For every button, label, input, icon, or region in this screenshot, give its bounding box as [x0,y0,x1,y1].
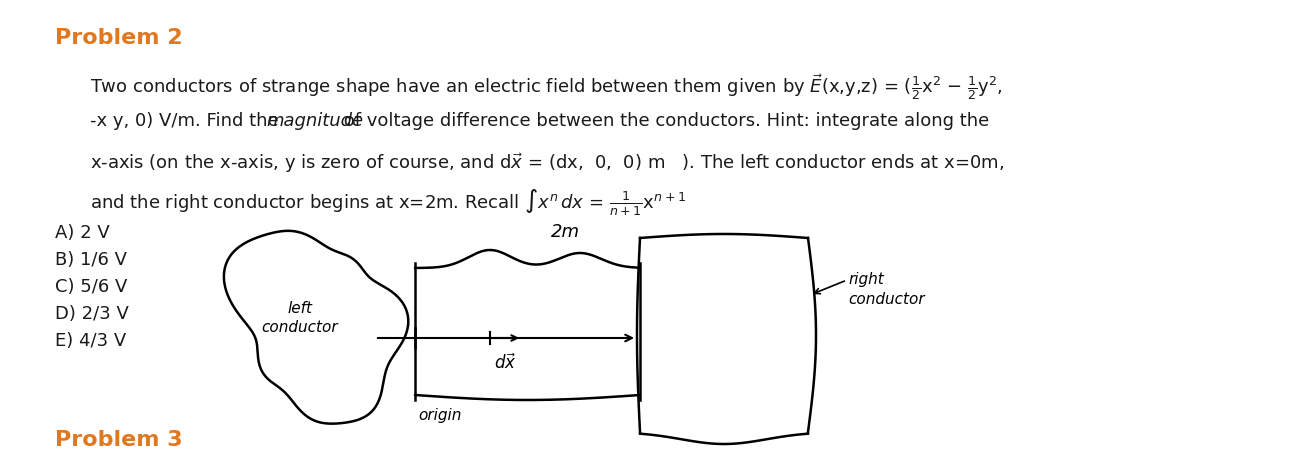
Text: magnitude: magnitude [266,112,363,130]
Text: A) 2 V: A) 2 V [56,224,110,242]
Text: C) 5/6 V: C) 5/6 V [56,278,128,296]
Text: D) 2/3 V: D) 2/3 V [56,305,129,323]
Text: origin: origin [419,408,462,423]
Text: Problem 2: Problem 2 [56,28,182,48]
Text: E) 4/3 V: E) 4/3 V [56,332,127,350]
Text: right
conductor: right conductor [848,272,924,307]
Text: and the right conductor begins at x=2m. Recall $\int x^n\,dx$ = $\frac{1}{n+1}$x: and the right conductor begins at x=2m. … [91,188,687,218]
Text: of voltage difference between the conductors. Hint: integrate along the: of voltage difference between the conduc… [337,112,989,130]
Text: d$\vec{x}$: d$\vec{x}$ [494,354,516,373]
Text: x-axis (on the x-axis, y is zero of course, and d$\vec{x}$ = (dx,  0,  0) m   ).: x-axis (on the x-axis, y is zero of cour… [91,151,1005,175]
Text: Problem 3: Problem 3 [56,430,182,450]
Text: -x y, 0) V/m. Find the: -x y, 0) V/m. Find the [91,112,284,130]
Text: left
conductor: left conductor [261,300,339,336]
Text: Two conductors of strange shape have an electric field between them given by $\v: Two conductors of strange shape have an … [91,72,1003,102]
Text: 2m: 2m [551,223,579,241]
Text: B) 1/6 V: B) 1/6 V [56,251,127,269]
